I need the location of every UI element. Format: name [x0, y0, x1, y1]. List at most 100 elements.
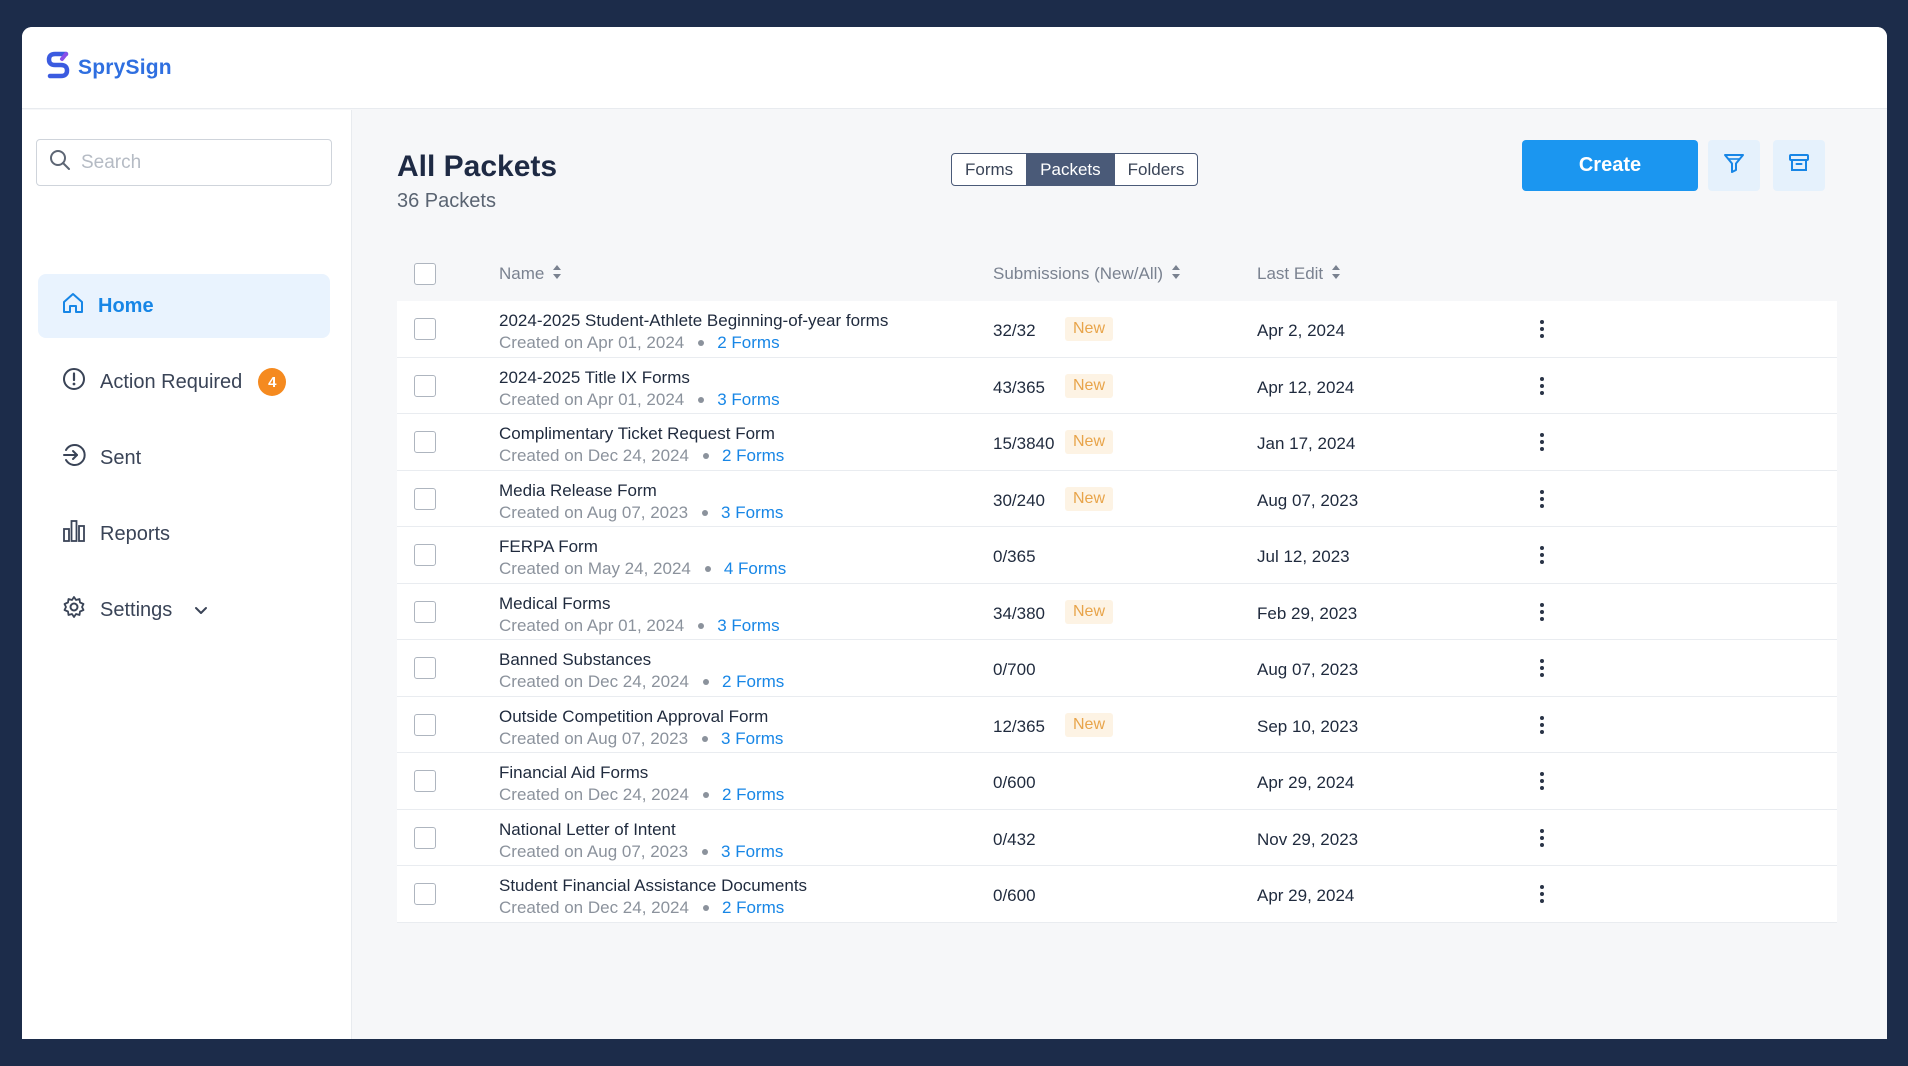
more-options-icon[interactable]	[1532, 713, 1552, 737]
table-body: 2024-2025 Student-Athlete Beginning-of-y…	[397, 301, 1837, 923]
table-row[interactable]: Outside Competition Approval Form Created…	[397, 696, 1837, 753]
sidebar-item-action-required[interactable]: Action Required 4	[38, 350, 330, 414]
last-edit-date: Nov 29, 2023	[1257, 829, 1359, 849]
packet-name[interactable]: Complimentary Ticket Request Form	[499, 424, 775, 443]
tab-packets[interactable]: Packets	[1027, 154, 1115, 185]
column-name[interactable]: Name	[499, 264, 562, 285]
forms-count-link[interactable]: 3 Forms	[717, 615, 780, 635]
row-checkbox[interactable]	[414, 770, 436, 792]
table-row[interactable]: Financial Aid Forms Created on Dec 24, 20…	[397, 753, 1837, 810]
more-options-icon[interactable]	[1532, 769, 1552, 793]
packet-name[interactable]: Student Financial Assistance Documents	[499, 876, 808, 895]
last-edit-date: Jul 12, 2023	[1257, 547, 1350, 566]
table-row[interactable]: FERPA Form Created on May 24, 2024 4 Forms…	[397, 527, 1837, 584]
sidebar-item-home[interactable]: Home	[38, 274, 330, 338]
created-date: Created on May 24, 2024	[499, 559, 691, 578]
created-date: Created on Dec 24, 2024	[499, 898, 689, 917]
row-checkbox[interactable]	[414, 318, 436, 340]
forms-count-link[interactable]: 3 Forms	[721, 502, 784, 522]
forms-count-link[interactable]: 3 Forms	[721, 728, 784, 748]
home-icon	[62, 292, 84, 320]
new-badge: New	[1065, 599, 1114, 624]
new-badge: New	[1065, 712, 1114, 737]
app-name: SprySign	[78, 55, 172, 79]
row-checkbox[interactable]	[414, 600, 436, 623]
more-options-icon[interactable]	[1532, 374, 1552, 398]
separator-dot	[702, 509, 709, 516]
forms-count-link[interactable]: 4 Forms	[723, 559, 787, 578]
row-checkbox[interactable]	[414, 826, 436, 849]
column-submissions[interactable]: Submissions (New/All)	[993, 264, 1181, 285]
more-options-icon[interactable]	[1532, 317, 1552, 341]
separator-dot	[702, 905, 709, 911]
gear-icon	[62, 595, 86, 625]
column-label: Submissions (New/All)	[993, 264, 1164, 283]
new-badge: New	[1065, 317, 1114, 341]
table-row[interactable]: Medical Forms Created on Apr 01, 2024 3 Fo…	[397, 583, 1837, 640]
more-options-icon[interactable]	[1532, 430, 1552, 454]
more-options-icon[interactable]	[1532, 882, 1552, 906]
packet-name[interactable]: 2024-2025 Student-Athlete Beginning-of-y…	[499, 311, 889, 330]
more-options-icon[interactable]	[1532, 656, 1552, 680]
forms-count-link[interactable]: 3 Forms	[721, 841, 784, 861]
table-row[interactable]: Banned Substances Created on Dec 24, 2024…	[397, 640, 1837, 697]
row-checkbox[interactable]	[414, 374, 436, 397]
more-options-icon[interactable]	[1532, 487, 1552, 511]
row-checkbox[interactable]	[414, 431, 436, 453]
more-options-icon[interactable]	[1532, 543, 1552, 567]
select-all-checkbox[interactable]	[414, 263, 436, 285]
more-options-icon[interactable]	[1532, 826, 1552, 850]
search-box[interactable]	[36, 139, 332, 186]
filter-button[interactable]	[1708, 140, 1760, 191]
table-row[interactable]: Media Release Form Created on Aug 07, 202…	[397, 470, 1837, 527]
tab-forms[interactable]: Forms	[952, 154, 1028, 185]
logo[interactable]: SprySign	[46, 51, 172, 84]
more-options-icon[interactable]	[1532, 600, 1552, 624]
forms-count-link[interactable]: 3 Forms	[717, 389, 780, 409]
new-badge: New	[1065, 373, 1114, 398]
forms-count-link[interactable]: 2 Forms	[721, 446, 785, 465]
packet-name[interactable]: National Letter of Intent	[499, 819, 676, 839]
archive-button[interactable]	[1773, 140, 1825, 191]
packet-name[interactable]: FERPA Form	[499, 537, 598, 556]
row-checkbox[interactable]	[414, 713, 436, 736]
search-input[interactable]	[81, 151, 311, 174]
table-row[interactable]: 2024-2025 Title IX Forms Created on Apr 0…	[397, 357, 1837, 414]
tab-folders[interactable]: Folders	[1127, 159, 1185, 179]
forms-count-link[interactable]: 2 Forms	[721, 785, 785, 804]
packet-name[interactable]: Outside Competition Approval Form	[499, 706, 769, 726]
table-row[interactable]: Student Financial Assistance Documents Cr…	[397, 866, 1837, 923]
create-button[interactable]: Create	[1522, 140, 1698, 191]
search-icon	[49, 149, 71, 176]
chevron-down-icon[interactable]	[194, 599, 208, 622]
forms-count-link[interactable]: 2 Forms	[721, 898, 785, 917]
packet-meta: Created on Aug 07, 2023 3 Forms	[499, 503, 783, 523]
packet-name[interactable]: Banned Substances	[499, 650, 652, 669]
packet-count: 36 Packets	[397, 190, 496, 212]
table-row[interactable]: Complimentary Ticket Request Form Created…	[397, 414, 1837, 471]
packet-meta: Created on Dec 24, 2024 2 Forms	[499, 672, 784, 692]
packet-name[interactable]: Media Release Form	[499, 480, 657, 500]
top-bar: SprySign	[22, 27, 1887, 109]
column-last-edit[interactable]: Last Edit	[1257, 264, 1341, 285]
row-checkbox[interactable]	[414, 883, 436, 905]
last-edit-date: Apr 29, 2024	[1257, 886, 1355, 905]
table-row[interactable]: 2024-2025 Student-Athlete Beginning-of-y…	[397, 301, 1837, 358]
row-checkbox[interactable]	[414, 487, 436, 510]
table-row[interactable]: National Letter of Intent Created on Aug …	[397, 809, 1837, 866]
sidebar-item-sent[interactable]: Sent	[38, 426, 330, 490]
row-checkbox[interactable]	[414, 544, 436, 566]
last-edit-date: Apr 29, 2024	[1257, 773, 1355, 792]
packet-name[interactable]: Financial Aid Forms	[499, 763, 649, 782]
forms-count-link[interactable]: 2 Forms	[717, 333, 780, 352]
separator-dot	[698, 396, 705, 403]
packet-name[interactable]: Medical Forms	[499, 593, 611, 613]
sidebar-item-label: Home	[98, 294, 154, 317]
separator-dot	[702, 792, 709, 798]
sidebar-item-reports[interactable]: Reports	[38, 502, 330, 566]
row-checkbox[interactable]	[414, 657, 436, 679]
submissions-count: 12/365	[993, 716, 1045, 736]
forms-count-link[interactable]: 2 Forms	[721, 672, 785, 691]
packet-name[interactable]: 2024-2025 Title IX Forms	[499, 367, 690, 387]
sidebar-item-settings[interactable]: Settings	[38, 578, 330, 642]
